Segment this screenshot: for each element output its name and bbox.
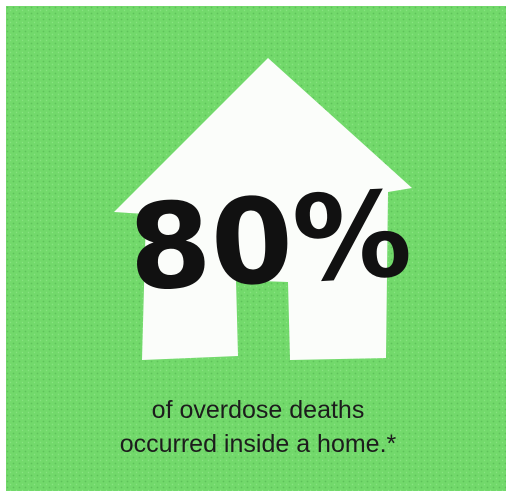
stat: 80% xyxy=(125,165,414,318)
house xyxy=(114,58,412,360)
caption-line: occurred inside a home.* xyxy=(120,430,397,458)
caption-line: of overdose deaths xyxy=(152,396,365,424)
